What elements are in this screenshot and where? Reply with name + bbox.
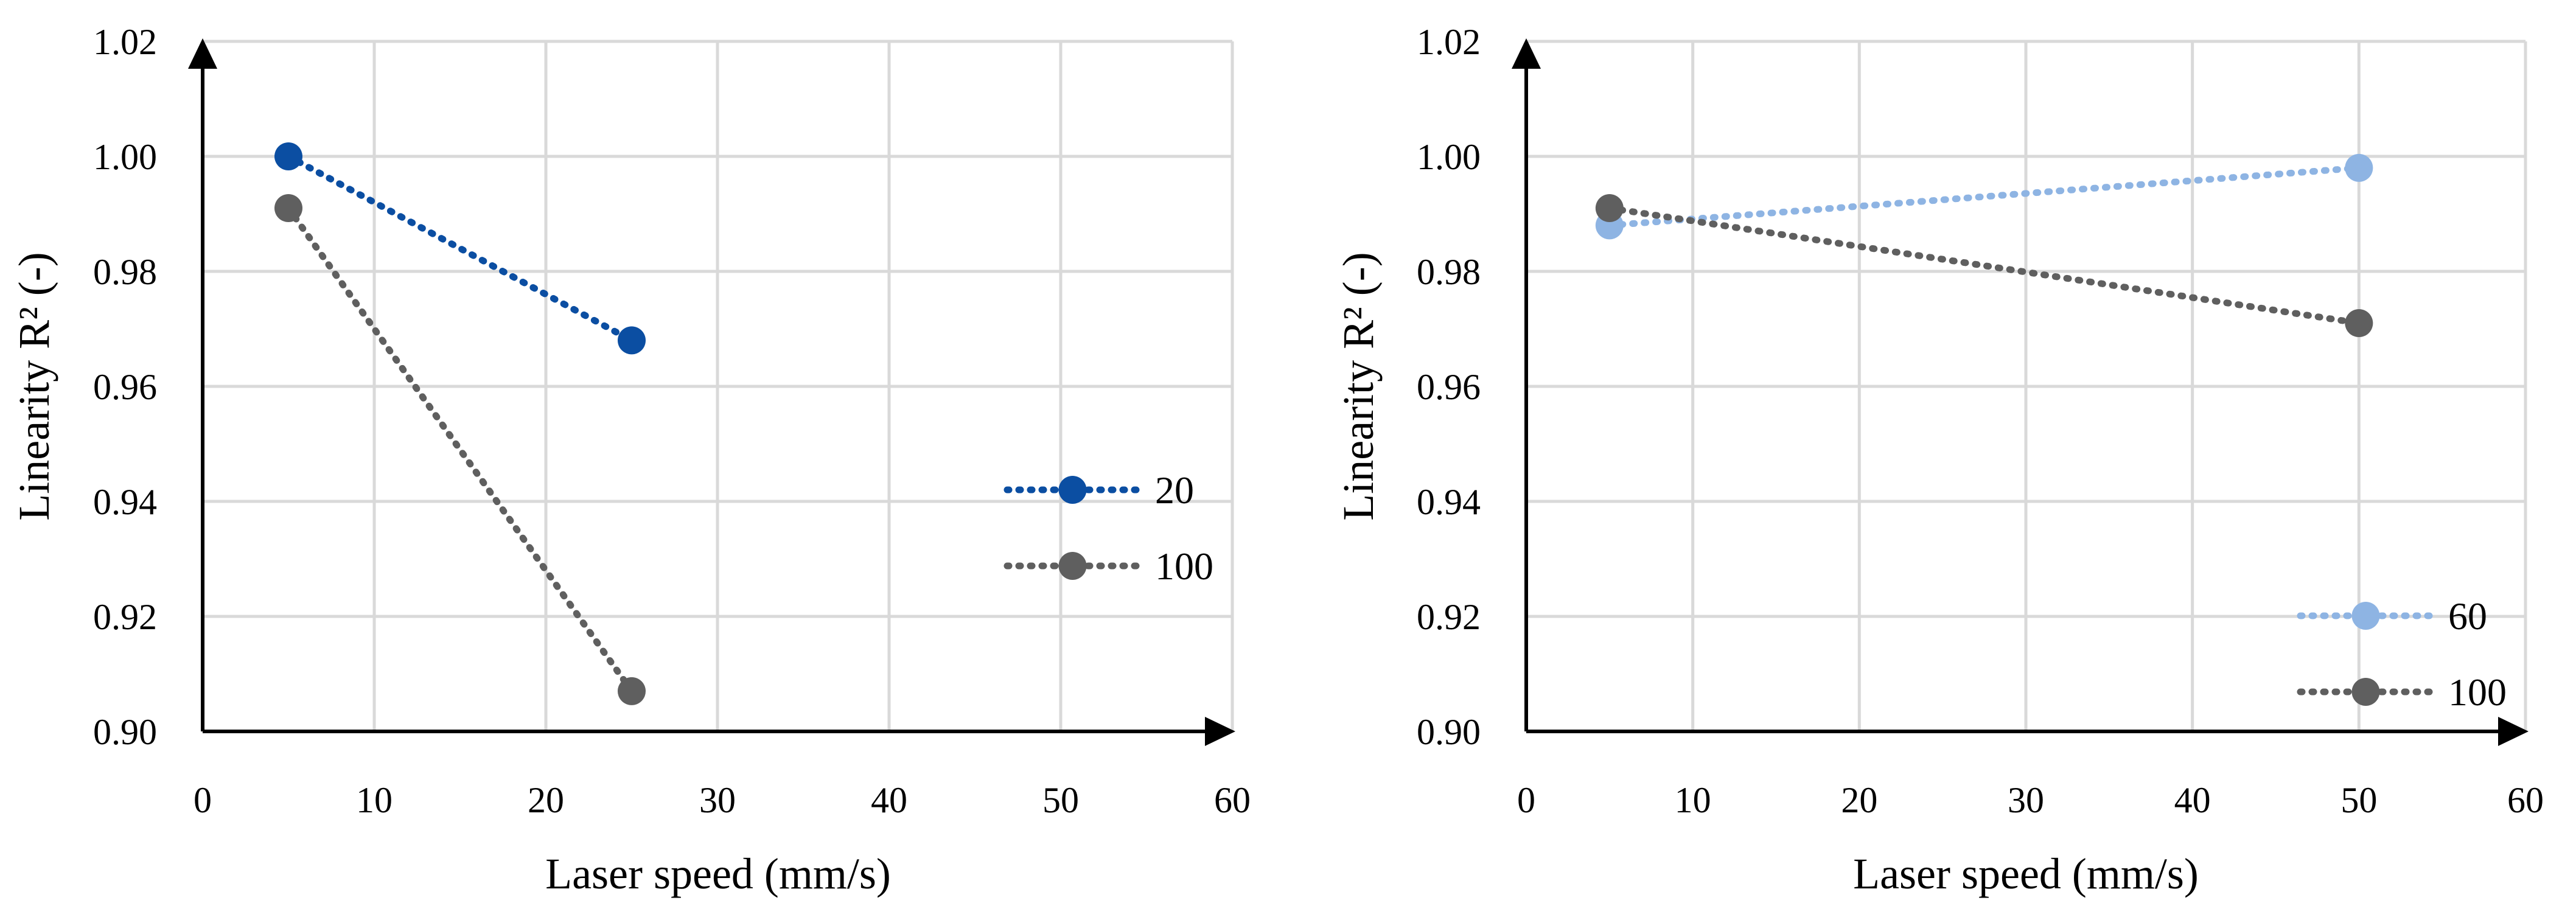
- x-tick-label: 0: [194, 780, 212, 820]
- y-tick-label: 0.98: [1417, 252, 1481, 292]
- x-tick-label: 50: [1042, 780, 1079, 820]
- chart-left: 0 10 20 30 40 50 60 0.90 0.92 0.94 0.96 0.98 1.00 1.0…: [10, 22, 1251, 898]
- y-tick-label: 0.90: [93, 712, 157, 752]
- y-tick-label: 0.94: [1417, 482, 1481, 522]
- x-tick-label: 10: [1675, 780, 1711, 820]
- data-point-100: [618, 677, 646, 705]
- x-axis-arrow: [2498, 717, 2529, 746]
- y-tick-label: 0.96: [1417, 367, 1481, 407]
- series-line-100: [285, 204, 635, 695]
- y-axis-arrow: [1512, 38, 1541, 69]
- y-tick-label: 0.92: [93, 597, 157, 637]
- series-line-100: [1606, 204, 2362, 327]
- data-point-60: [2345, 153, 2373, 182]
- y-tick-label: 0.94: [93, 482, 157, 522]
- x-tick-label: 10: [356, 780, 393, 820]
- series-line-20: [285, 153, 635, 344]
- x-tick-label: 60: [2507, 780, 2544, 820]
- legend-marker: [1058, 552, 1087, 580]
- x-axis-title: Laser speed (mm/s): [545, 849, 891, 898]
- y-axis-title: Linearity R² (-): [10, 252, 58, 520]
- x-axis-arrow: [1205, 717, 1235, 746]
- data-point-20: [618, 326, 646, 355]
- x-tick-label: 50: [2340, 780, 2377, 820]
- data-point-100: [2345, 309, 2373, 338]
- y-axis-title: Linearity R² (-): [1334, 252, 1383, 520]
- x-tick-label: 20: [528, 780, 564, 820]
- legend-label: 20: [1155, 469, 1194, 512]
- data-point-20: [274, 142, 302, 170]
- x-tick-label: 40: [871, 780, 907, 820]
- y-tick-label: 1.02: [1417, 22, 1481, 62]
- series-line-60: [1606, 164, 2362, 229]
- x-tick-label: 40: [2174, 780, 2211, 820]
- data-point-100: [1595, 194, 1624, 223]
- x-tick-label: 30: [699, 780, 736, 820]
- x-tick-label: 60: [1214, 780, 1251, 820]
- x-tick-label: 30: [2008, 780, 2044, 820]
- data-point-100: [274, 194, 302, 223]
- y-tick-label: 1.00: [1417, 137, 1481, 177]
- x-tick-label: 0: [1517, 780, 1535, 820]
- legend-marker: [1058, 476, 1087, 504]
- y-tick-label: 1.00: [93, 137, 157, 177]
- chart-right: 0 10 20 30 40 50 60 0.90 0.92 0.94 0.96 0.98 1.00 1.0…: [1334, 22, 2544, 898]
- y-tick-label: 0.96: [93, 367, 157, 407]
- y-tick-label: 0.90: [1417, 712, 1481, 752]
- legend-marker: [2351, 602, 2380, 630]
- x-axis-title: Laser speed (mm/s): [1853, 849, 2199, 898]
- y-tick-label: 0.92: [1417, 597, 1481, 637]
- y-tick-label: 1.02: [93, 22, 157, 62]
- legend-label: 60: [2448, 594, 2487, 638]
- legend-label: 100: [1155, 545, 1213, 588]
- legend-marker: [2351, 678, 2380, 706]
- y-tick-label: 0.98: [93, 252, 157, 292]
- y-axis-arrow: [188, 38, 217, 69]
- x-tick-label: 20: [1841, 780, 1877, 820]
- legend-label: 100: [2448, 671, 2507, 714]
